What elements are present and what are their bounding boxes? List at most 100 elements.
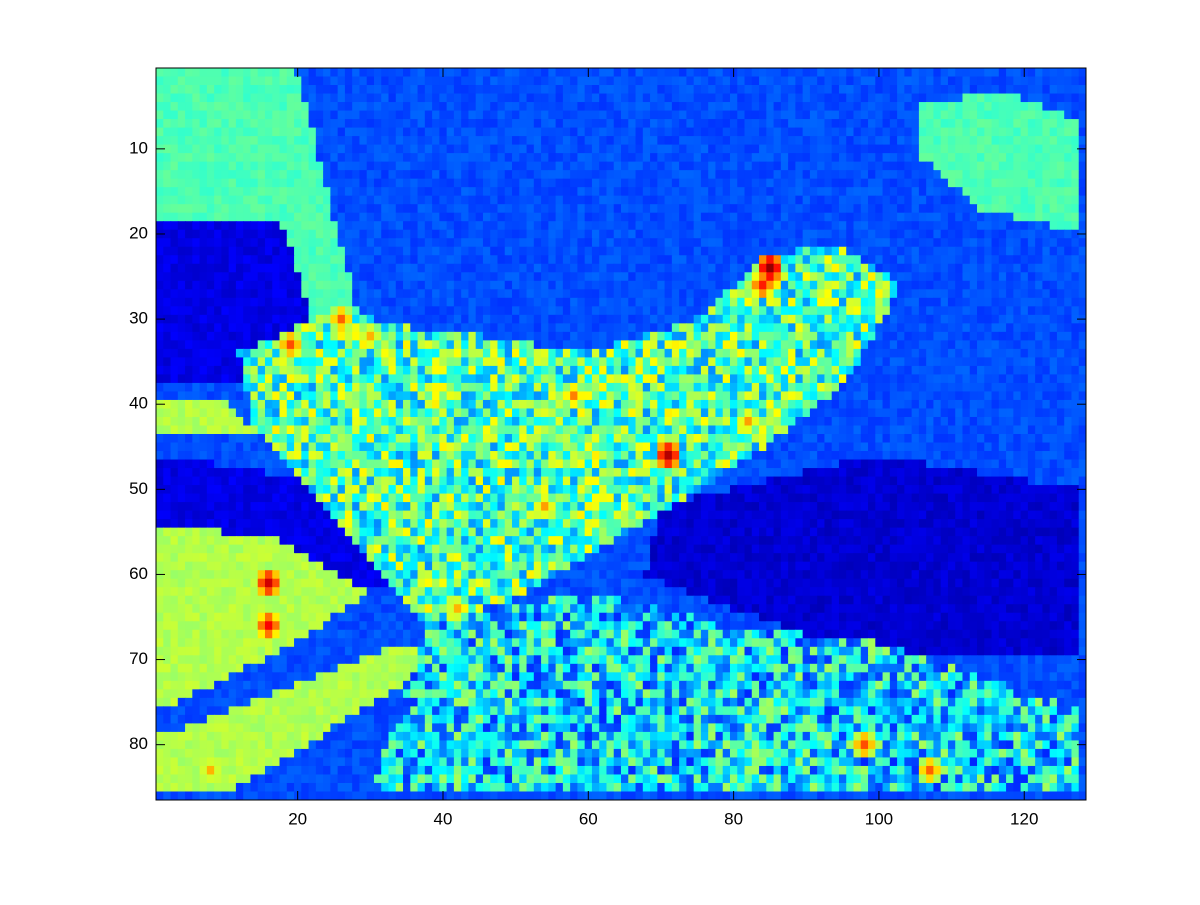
heatmap-cell xyxy=(817,110,826,120)
heatmap-cell xyxy=(940,68,949,78)
heatmap-cell xyxy=(185,136,193,146)
heatmap-cell xyxy=(577,263,586,273)
heatmap-cell xyxy=(882,340,891,350)
heatmap-cell xyxy=(802,272,811,282)
heatmap-cell xyxy=(381,119,390,129)
heatmap-cell xyxy=(344,102,353,112)
heatmap-cell xyxy=(1042,229,1051,239)
heatmap-cell xyxy=(337,323,346,333)
heatmap-cell xyxy=(613,144,622,154)
heatmap-cell xyxy=(381,357,390,367)
heatmap-cell xyxy=(809,119,818,129)
heatmap-cell xyxy=(940,365,949,376)
heatmap-cell xyxy=(177,340,186,350)
heatmap-cell xyxy=(1042,306,1051,316)
heatmap-cell xyxy=(235,314,244,324)
heatmap-cell xyxy=(461,110,470,120)
heatmap-cell xyxy=(250,263,259,273)
heatmap-cell xyxy=(1006,331,1014,341)
heatmap-cell xyxy=(977,323,985,333)
heatmap-cell xyxy=(947,127,956,137)
heatmap-cell xyxy=(323,127,331,137)
heatmap-cell xyxy=(693,238,702,248)
heatmap-cell xyxy=(947,263,956,273)
heatmap-cell xyxy=(584,119,593,129)
heatmap-cell xyxy=(780,221,789,231)
heatmap-cell xyxy=(257,365,266,376)
heatmap-cell xyxy=(1078,153,1086,163)
heatmap-cell xyxy=(679,357,687,367)
heatmap-cell xyxy=(1013,195,1022,205)
heatmap-cell xyxy=(918,391,927,401)
heatmap-cell xyxy=(955,289,964,299)
heatmap-cell xyxy=(570,263,579,273)
heatmap-cell xyxy=(715,289,724,299)
heatmap-cell xyxy=(838,391,847,401)
heatmap-cell xyxy=(555,246,564,256)
heatmap-cell xyxy=(337,204,346,214)
heatmap-cell xyxy=(795,85,804,95)
heatmap-cell xyxy=(889,374,898,384)
heatmap-cell xyxy=(1020,153,1029,163)
heatmap-cell xyxy=(163,331,172,341)
heatmap-cell xyxy=(628,110,637,120)
heatmap-cell xyxy=(664,136,673,146)
heatmap-cell xyxy=(846,187,855,197)
heatmap-cell xyxy=(1020,110,1029,120)
heatmap-cell xyxy=(170,297,179,307)
heatmap-cell xyxy=(1013,314,1022,324)
heatmap-cell xyxy=(439,178,448,188)
heatmap-cell xyxy=(751,357,760,367)
heatmap-cell xyxy=(751,246,760,256)
heatmap-cell xyxy=(250,136,259,146)
heatmap-cell xyxy=(308,102,317,112)
heatmap-cell xyxy=(504,170,513,180)
heatmap-cell xyxy=(722,357,731,367)
heatmap-cell xyxy=(177,263,186,273)
heatmap-cell xyxy=(373,255,382,265)
heatmap-cell xyxy=(635,382,644,393)
heatmap-cell xyxy=(1064,289,1073,299)
heatmap-cell xyxy=(1071,76,1080,86)
heatmap-cell xyxy=(468,272,477,282)
heatmap-cell xyxy=(955,238,964,248)
heatmap-cell xyxy=(301,136,310,146)
heatmap-cell xyxy=(323,357,331,367)
heatmap-cell xyxy=(366,280,375,290)
heatmap-cell xyxy=(192,246,201,256)
heatmap-cell xyxy=(366,127,375,137)
heatmap-cell xyxy=(403,391,411,401)
heatmap-cell xyxy=(729,204,738,214)
heatmap-cell xyxy=(243,340,252,350)
heatmap-cell xyxy=(519,110,528,120)
heatmap-cell xyxy=(693,85,702,95)
heatmap-cell xyxy=(759,263,767,273)
heatmap-cell xyxy=(352,85,361,95)
heatmap-cell xyxy=(679,178,687,188)
heatmap-cell xyxy=(621,212,629,222)
heatmap-cell xyxy=(577,212,586,222)
heatmap-cell xyxy=(1013,263,1022,273)
heatmap-cell xyxy=(1056,161,1065,171)
heatmap-cell xyxy=(548,297,557,307)
heatmap-cell xyxy=(344,314,353,324)
heatmap-cell xyxy=(235,255,244,265)
heatmap-cell xyxy=(366,374,375,384)
heatmap-cell xyxy=(185,255,193,265)
heatmap-cell xyxy=(272,170,281,180)
heatmap-cell xyxy=(250,255,259,265)
heatmap-cell xyxy=(860,195,869,205)
heatmap-cell xyxy=(570,314,579,324)
heatmap-cell xyxy=(541,136,549,146)
heatmap-cell xyxy=(344,204,353,214)
heatmap-cell xyxy=(272,144,281,154)
heatmap-cell xyxy=(584,195,593,205)
heatmap-cell xyxy=(780,195,789,205)
heatmap-cell xyxy=(628,238,637,248)
heatmap-cell xyxy=(497,263,506,273)
heatmap-cell xyxy=(185,289,193,299)
heatmap-cell xyxy=(729,365,738,376)
heatmap-cell xyxy=(1064,382,1073,393)
heatmap-cell xyxy=(715,110,724,120)
heatmap-cell xyxy=(642,212,651,222)
